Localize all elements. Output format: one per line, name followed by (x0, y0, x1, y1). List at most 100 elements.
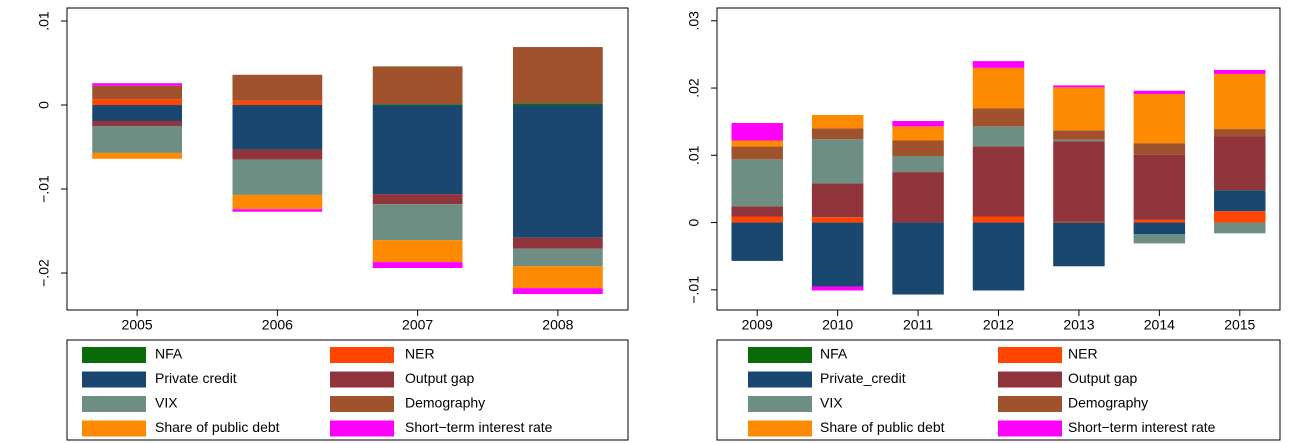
legend-label: VIX (820, 395, 843, 411)
y-tick-label: 0 (686, 218, 702, 226)
bar-segment (892, 155, 944, 173)
bar-segment (1053, 141, 1105, 222)
bar-segment (1133, 222, 1186, 234)
legend-swatch (998, 371, 1062, 388)
legend-swatch (748, 420, 812, 437)
plot-frame (716, 7, 1281, 311)
x-tick-label: 2013 (1063, 317, 1094, 333)
bar-segment (232, 74, 323, 101)
bar-segment (892, 222, 944, 295)
bar-segment (512, 47, 603, 104)
y-tick-label: .02 (686, 78, 702, 98)
bar-segment (1214, 129, 1266, 137)
legend-label: VIX (155, 395, 178, 411)
legend-swatch (82, 371, 146, 388)
y-tick-label: .01 (36, 11, 52, 31)
y-tick-label: −.02 (36, 259, 52, 287)
legend-label: Demography (1068, 395, 1148, 411)
bar-segment (232, 100, 323, 106)
plot-frame (66, 7, 629, 311)
legend-swatch (330, 420, 394, 437)
legend-label: Share of public debt (155, 419, 280, 435)
bar-segment (972, 146, 1025, 217)
bar-segment (92, 126, 183, 153)
bar-segment (731, 123, 783, 141)
legend-swatch (82, 420, 146, 437)
bar-segment (731, 222, 783, 261)
bar-segment (892, 126, 944, 141)
bar-segment (512, 248, 603, 267)
bar-segment (1053, 87, 1105, 131)
x-tick-label: 2014 (1144, 317, 1175, 333)
bar-segment (92, 83, 183, 86)
bar-segment (1053, 221, 1105, 223)
bar-segment (92, 152, 183, 159)
bar-segment (1053, 222, 1105, 267)
x-tick-label: 2010 (822, 317, 853, 333)
bar-segment (731, 140, 783, 147)
bar-segment (372, 240, 463, 263)
legend-swatch (748, 347, 812, 363)
x-tick-label: 2006 (262, 317, 293, 333)
legend-label: NER (1068, 346, 1098, 362)
bar-segment (512, 237, 603, 249)
bar-segment (731, 206, 783, 217)
bar-segment (972, 108, 1025, 127)
bar-segment (1214, 73, 1266, 130)
bar-segment (232, 105, 323, 150)
bar-segment (512, 103, 603, 106)
bar-segment (1133, 219, 1186, 223)
bar-segment (92, 85, 183, 100)
bar-segment (811, 217, 864, 223)
legend-label: NFA (820, 346, 848, 362)
bar-segment (1214, 69, 1266, 74)
bar-segment (1214, 136, 1266, 191)
legend-label: Share of public debt (820, 419, 945, 435)
x-tick-label: 2007 (402, 317, 433, 333)
bar-segment (92, 99, 183, 106)
bar-segment (972, 126, 1025, 147)
y-tick-label: .01 (686, 145, 702, 165)
bar-segment (232, 209, 323, 212)
bar-segment (512, 288, 603, 295)
bar-segment (1053, 85, 1105, 88)
legend-label: NER (405, 346, 435, 362)
bar-segment (232, 194, 323, 210)
bar-segment (372, 204, 463, 241)
bar-segment (731, 216, 783, 223)
legend-label: Short−term interest rate (405, 419, 553, 435)
x-tick-label: 2015 (1224, 317, 1255, 333)
bar-segment (1053, 139, 1105, 142)
bar-segment (811, 114, 864, 129)
legend-label: Output gap (1068, 370, 1137, 386)
bar-segment (892, 120, 944, 127)
x-tick-label: 2008 (542, 317, 573, 333)
bar-segment (1214, 222, 1266, 234)
bar-segment (892, 172, 944, 223)
bar-segment (972, 222, 1025, 291)
legend-swatch (998, 347, 1062, 363)
legend-swatch (748, 371, 812, 388)
bar-segment (731, 146, 783, 160)
y-tick-label: −.01 (36, 175, 52, 203)
legend-frame (66, 339, 629, 441)
bar-segment (512, 105, 603, 238)
bar-segment (232, 149, 323, 160)
x-tick-label: 2005 (122, 317, 153, 333)
bar-segment (1133, 94, 1186, 144)
legend-label: Short−term interest rate (1068, 419, 1216, 435)
bar-segment (811, 128, 864, 140)
bar-segment (232, 159, 323, 195)
legend-label: Private credit (155, 370, 237, 386)
y-tick-label: −.01 (686, 276, 702, 304)
bar-segment (1214, 211, 1266, 223)
bar-segment (372, 104, 463, 106)
x-tick-label: 2009 (742, 317, 773, 333)
x-tick-label: 2011 (903, 317, 933, 333)
legend-label: Output gap (405, 370, 474, 386)
legend-swatch (82, 347, 146, 363)
legend-label: Private_credit (820, 370, 906, 386)
bar-segment (1053, 130, 1105, 140)
bar-segment (972, 61, 1025, 68)
